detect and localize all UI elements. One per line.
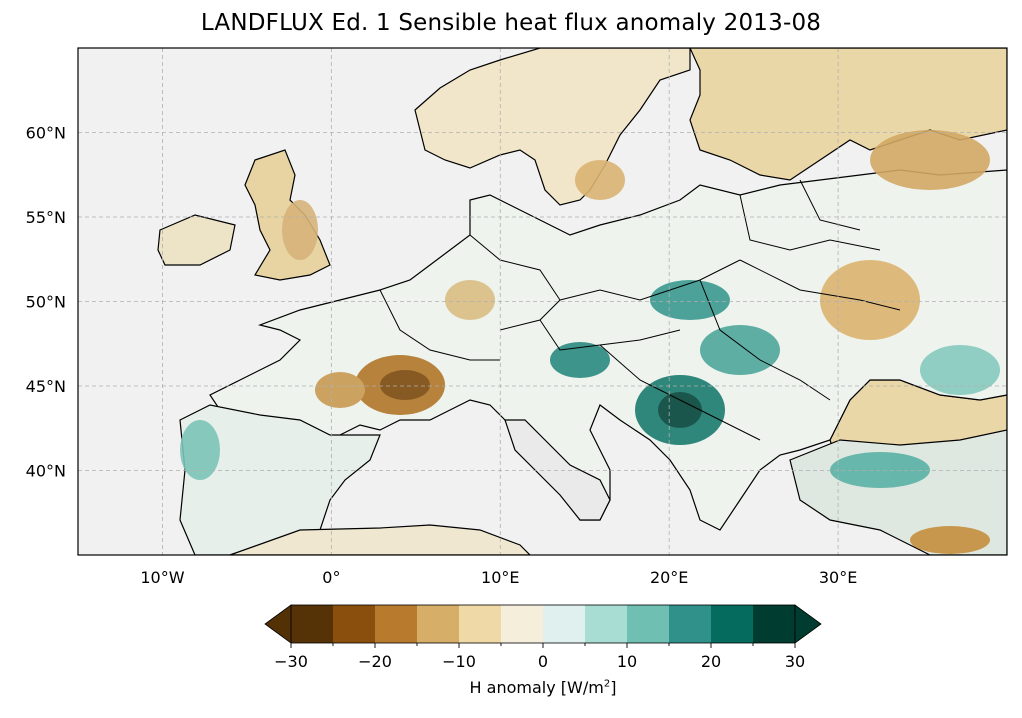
latitude-label: 50°N [26, 293, 66, 312]
colorbar-cell [543, 605, 586, 643]
colorbar-tick-label: 30 [785, 652, 805, 671]
colorbar-cell [417, 605, 460, 643]
colorbar-cell [333, 605, 376, 643]
latitude-label: 55°N [26, 208, 66, 227]
colorbar-cell [291, 605, 334, 643]
colorbar: −30 −20 −10 0 10 20 30 [264, 604, 822, 671]
colorbar-cell [669, 605, 712, 643]
colorbar-tick-label: −10 [442, 652, 476, 671]
land-africa [229, 524, 531, 555]
land-layer [157, 48, 1007, 555]
map-title: LANDFLUX Ed. 1 Sensible heat flux anomal… [200, 10, 822, 36]
colorbar-under-arrow [264, 604, 292, 644]
longitude-label: 10°E [481, 568, 519, 587]
longitude-labels: 10°W 0° 10°E 20°E 30°E [140, 568, 857, 587]
gridlines [78, 48, 1007, 555]
latitude-label: 45°N [26, 377, 66, 396]
colorbar-tick-label: 0 [538, 652, 548, 671]
longitude-label: 10°W [140, 568, 184, 587]
colorbar-cell [753, 605, 796, 643]
colorbar-cell [501, 605, 544, 643]
colorbar-tick-label: 10 [617, 652, 637, 671]
colorbar-tick-label: 20 [701, 652, 721, 671]
colorbar-over-arrow [794, 604, 822, 644]
land-iberia [179, 404, 381, 555]
latitude-label: 40°N [26, 462, 66, 481]
colorbar-cell [375, 605, 418, 643]
colorbar-label: H anomaly [W/m2] [469, 678, 617, 697]
colorbar-cells [290, 604, 796, 644]
colorbar-cell [459, 605, 502, 643]
colorbar-cell [711, 605, 754, 643]
country-borders [379, 179, 901, 441]
colorbar-cell [585, 605, 628, 643]
longitude-label: 30°E [819, 568, 857, 587]
map-panel: 10°W 0° 10°E 20°E 30°E 60°N 55°N 50°N 45°N 40°N [26, 47, 1008, 587]
colorbar-tick-label: −20 [358, 652, 392, 671]
colorbar-tick-label: −30 [274, 652, 308, 671]
anomaly-patches [180, 130, 1000, 554]
land-continental-europe [209, 169, 1007, 531]
land-ireland [157, 214, 236, 266]
colorbar-cell [627, 605, 670, 643]
map-frame [77, 47, 1008, 556]
longitude-label: 0° [322, 568, 340, 587]
land-italy [504, 419, 611, 521]
latitude-labels: 60°N 55°N 50°N 45°N 40°N [26, 124, 66, 481]
longitude-label: 20°E [650, 568, 688, 587]
latitude-label: 60°N [26, 124, 66, 143]
colorbar-ticks: −30 −20 −10 0 10 20 30 [274, 643, 805, 671]
